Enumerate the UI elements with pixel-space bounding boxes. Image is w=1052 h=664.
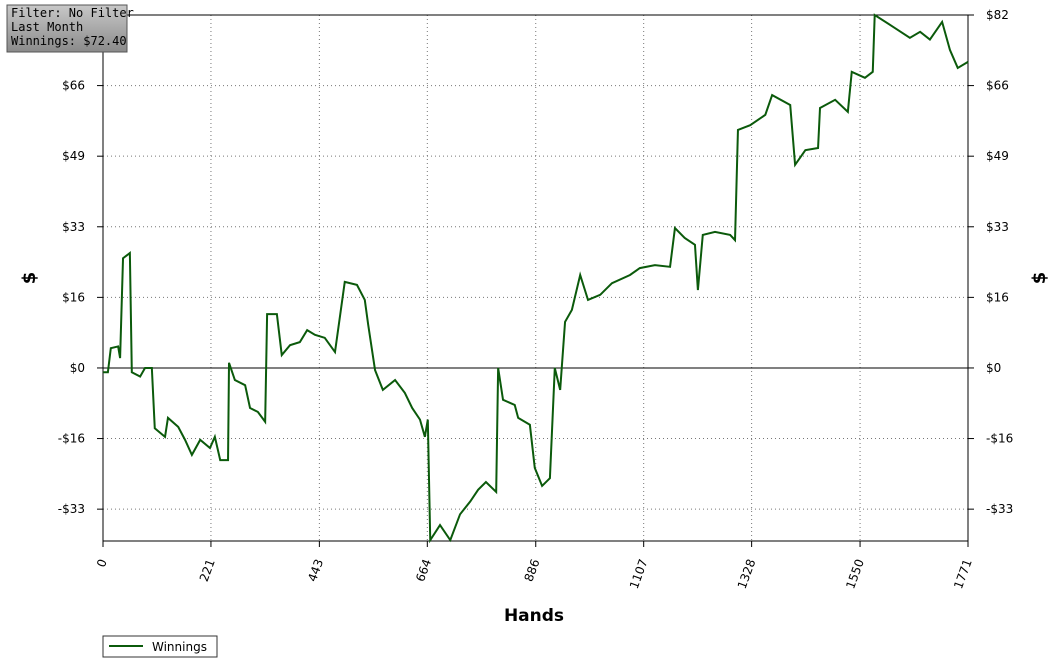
x-tick-label: 221 — [197, 557, 218, 583]
y-tick-label: $16 — [62, 290, 85, 304]
x-tick-label: 1771 — [951, 557, 975, 590]
y-axis-title: $ — [19, 272, 40, 285]
y2-tick-label: $66 — [986, 79, 1009, 93]
x-axis-title: Hands — [504, 606, 564, 626]
y2-tick-label: $0 — [986, 361, 1001, 375]
series-line — [103, 13, 969, 544]
x-tick-label: 1328 — [735, 557, 759, 590]
y-tick-label: $66 — [62, 79, 85, 93]
y2-tick-label: -$16 — [986, 432, 1013, 446]
y2-tick-label: $49 — [986, 149, 1009, 163]
y2-tick-label: $82 — [986, 8, 1009, 22]
filter-text: Winnings: $72.40 — [11, 34, 127, 48]
x-tick-label: 664 — [413, 557, 434, 583]
x-tick-label: 1550 — [843, 557, 867, 590]
x-tick-label: 1107 — [627, 557, 651, 590]
legend-box — [102, 635, 218, 658]
x-tick-label: 886 — [522, 557, 543, 583]
x-tick-label: 0 — [94, 557, 110, 569]
legend-label: Winnings — [152, 640, 207, 654]
y-tick-label: -$33 — [58, 502, 85, 516]
y2-tick-label: -$33 — [986, 502, 1013, 516]
y-tick-label: $33 — [62, 220, 85, 234]
y-tick-label: $0 — [70, 361, 85, 375]
y2-tick-label: $33 — [986, 220, 1009, 234]
y-tick-label: $49 — [62, 149, 85, 163]
y2-tick-label: $16 — [986, 290, 1009, 304]
y-tick-label: -$16 — [58, 432, 85, 446]
filter-text: Last Month — [11, 20, 83, 34]
y2-axis-title: $ — [1029, 272, 1050, 285]
x-tick-label: 443 — [305, 557, 326, 583]
filter-text: Filter: No Filter — [11, 6, 134, 20]
filter-box — [6, 4, 128, 53]
